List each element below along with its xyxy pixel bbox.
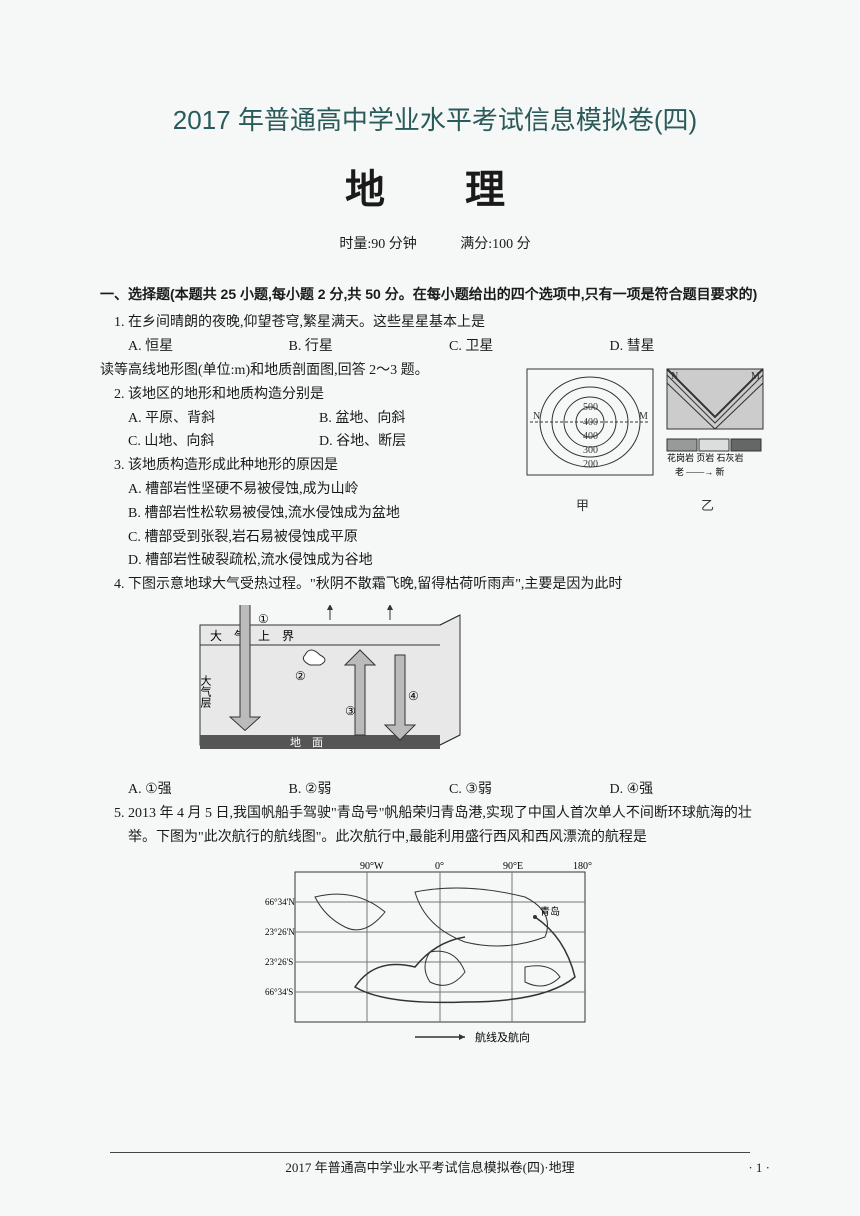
svg-text:400: 400 — [583, 417, 598, 428]
q3-option-a: A. 槽部岩性坚硬不易被侵蚀,成为山岭 — [128, 478, 510, 502]
q4-option-b: B. ②弱 — [289, 778, 450, 802]
q4-option-a: A. ①强 — [128, 778, 289, 802]
svg-text:③: ③ — [345, 704, 356, 718]
time-limit: 时量:90 分钟 — [339, 237, 416, 252]
page-title: 2017 年普通高中学业水平考试信息模拟卷(四) — [100, 100, 770, 137]
q3-option-c: C. 槽部受到张裂,岩石易被侵蚀成平原 — [128, 526, 510, 550]
svg-text:老 ——→ 新: 老 ——→ 新 — [675, 466, 725, 477]
svg-text:23°26'S: 23°26'S — [265, 957, 293, 967]
q4-option-c: C. ③弱 — [449, 778, 610, 802]
svg-text:200: 200 — [583, 459, 598, 470]
svg-text:90°E: 90°E — [503, 861, 523, 872]
svg-text:180°: 180° — [573, 861, 592, 872]
q1-option-c: C. 卫星 — [449, 335, 610, 359]
section-1-header: 一、选择题(本题共 25 小题,每小题 2 分,共 50 分。在每小题给出的四个… — [100, 283, 770, 305]
svg-text:花岗岩 页岩 石灰岩: 花岗岩 页岩 石灰岩 — [667, 452, 744, 463]
svg-text:N: N — [671, 371, 678, 382]
q2-option-d: D. 谷地、断层 — [319, 430, 510, 454]
figure-label-right: 乙 — [701, 495, 714, 514]
svg-text:N: N — [533, 411, 540, 422]
contour-map-icon: N M 500 400 400 300 200 — [525, 367, 655, 487]
cross-section-icon: N M 花岗岩 页岩 石灰岩 老 ——→ 新 — [665, 367, 765, 487]
svg-text:66°34'S: 66°34'S — [265, 987, 293, 997]
full-score: 满分:100 分 — [460, 237, 530, 252]
question-2-options: A. 平原、背斜 B. 盆地、向斜 C. 山地、向斜 D. 谷地、断层 — [100, 407, 510, 455]
svg-text:500: 500 — [583, 402, 598, 413]
question-3: 3. 该地质构造形成此种地形的原因是 — [114, 454, 510, 478]
q1-option-a: A. 恒星 — [128, 335, 289, 359]
question-4: 4. 下图示意地球大气受热过程。"秋阴不散霜飞晚,留得枯荷听雨声",主要是因为此… — [114, 573, 770, 597]
svg-text:④: ④ — [408, 689, 419, 703]
svg-text:②: ② — [295, 669, 306, 683]
question-2: 2. 该地区的地形和地质构造分别是 — [114, 383, 510, 407]
svg-text:①: ① — [258, 612, 269, 626]
subject-heading: 地 理 — [100, 157, 770, 215]
svg-text:23°26'N: 23°26'N — [265, 927, 295, 937]
svg-text:300: 300 — [583, 445, 598, 456]
timing-info: 时量:90 分钟 满分:100 分 — [100, 233, 770, 253]
contour-cross-section-figure: N M 500 400 400 300 200 N M — [520, 367, 770, 514]
q2-option-b: B. 盆地、向斜 — [319, 407, 510, 431]
world-route-map-figure: 90°W 0° 90°E 180° 66°34'N 23°26'N 23°26'… — [265, 857, 605, 1052]
svg-text:0°: 0° — [435, 861, 444, 872]
svg-text:400: 400 — [583, 431, 598, 442]
q1-option-d: D. 彗星 — [610, 335, 771, 359]
svg-text:M: M — [639, 411, 648, 422]
question-5: 5. 2013 年 4 月 5 日,我国帆船手驾驶"青岛号"帆船荣归青岛港,实现… — [114, 802, 770, 850]
svg-text:66°34'N: 66°34'N — [265, 897, 295, 907]
svg-text:青岛: 青岛 — [540, 905, 560, 918]
q2-option-c: C. 山地、向斜 — [128, 430, 319, 454]
q1-option-b: B. 行星 — [289, 335, 450, 359]
svg-text:地 面: 地 面 — [290, 736, 323, 749]
question-3-options: A. 槽部岩性坚硬不易被侵蚀,成为山岭 B. 槽部岩性松软易被侵蚀,流水侵蚀成为… — [100, 478, 510, 573]
q3-option-b: B. 槽部岩性松软易被侵蚀,流水侵蚀成为盆地 — [128, 502, 510, 526]
q4-option-d: D. ④强 — [610, 778, 771, 802]
svg-text:90°W: 90°W — [360, 861, 384, 872]
svg-text:大气层: 大气层 — [199, 674, 212, 709]
page-number: · 1 · — [748, 1160, 770, 1176]
question-1-options: A. 恒星 B. 行星 C. 卫星 D. 彗星 — [100, 335, 770, 359]
q2-option-a: A. 平原、背斜 — [128, 407, 319, 431]
atmosphere-heating-figure: 大 气 上 界 地 面 大气层 ① ② ③ ④ — [180, 605, 480, 770]
svg-text:M: M — [751, 371, 760, 382]
svg-text:航线及航向: 航线及航向 — [475, 1030, 530, 1044]
svg-text:大 气 上 界: 大 气 上 界 — [210, 628, 294, 643]
intro-q2-q3: 读等高线地形图(单位:m)和地质剖面图,回答 2～3 题。 — [100, 359, 510, 383]
q3-option-d: D. 槽部岩性破裂疏松,流水侵蚀成为谷地 — [128, 549, 510, 573]
page-footer: 2017 年普通高中学业水平考试信息模拟卷(四)·地理 — [110, 1152, 750, 1176]
figure-label-left: 甲 — [576, 495, 589, 514]
question-4-options: A. ①强 B. ②弱 C. ③弱 D. ④强 — [100, 778, 770, 802]
question-1: 1. 在乡间晴朗的夜晚,仰望苍穹,繁星满天。这些星星基本上是 — [114, 311, 770, 335]
